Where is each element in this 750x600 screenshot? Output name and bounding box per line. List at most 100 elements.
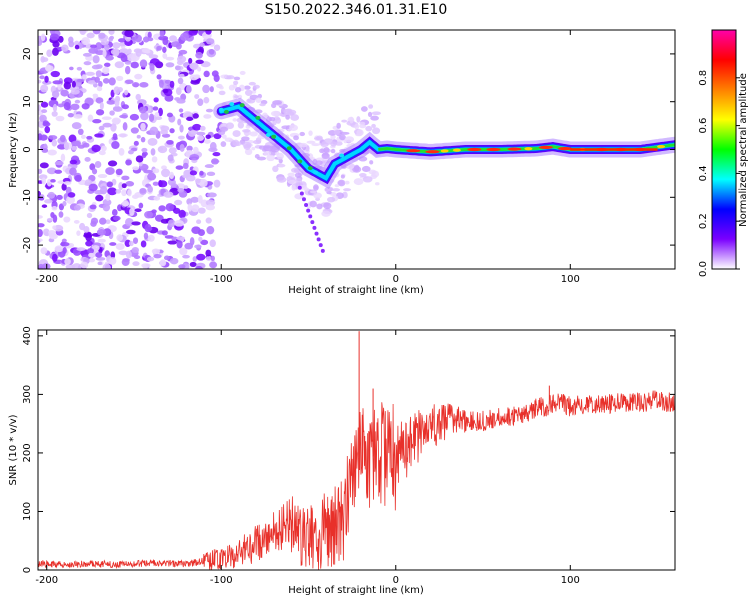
spectrogram-noise-cell	[92, 119, 102, 124]
spectrogram-halo-cell	[281, 125, 291, 130]
spectrogram-noise-cell	[198, 178, 208, 188]
spectrogram-noise-cell	[83, 61, 92, 66]
spectrogram-noise-cell	[141, 153, 147, 159]
spectrogram-noise-cell	[63, 181, 72, 186]
spectrogram-halo-cell	[339, 131, 350, 135]
spectrogram-noise-cell	[189, 153, 200, 161]
spectrogram-halo-cell	[340, 174, 345, 179]
spectrogram-noise-cell	[59, 134, 66, 143]
spectrogram-noise-cell	[70, 103, 80, 111]
snr-y-ticks: 0 100 200 300 400	[22, 326, 675, 573]
spectrogram-noise-cell	[149, 63, 155, 71]
spectrogram-noise-cell	[109, 110, 115, 116]
spectrogram-noise-cell	[38, 223, 45, 228]
snr-x-tick-label: 100	[561, 575, 580, 586]
spectrogram-noise-cell	[169, 257, 179, 265]
spectrogram-noise-cell	[57, 35, 64, 43]
spectrogram-noise-cell	[152, 181, 159, 186]
spectrogram-noise-cell	[140, 136, 146, 143]
spectrogram-noise-cell	[110, 251, 116, 260]
spectrogram-noise-cell	[41, 57, 49, 63]
spectrogram-noise-cell	[177, 135, 185, 140]
spectrogram-noise-cell	[175, 165, 184, 170]
spectrogram-noise-cell	[205, 217, 212, 224]
spectrogram-noise-cell	[175, 42, 182, 50]
colorbar-tick-label: 0.2	[698, 213, 709, 229]
spectrogram-noise-cell	[90, 44, 97, 49]
spectrogram-halo-cell	[255, 97, 262, 103]
ridge-hot-spot	[406, 149, 421, 153]
spectrogram-noise-cell	[213, 179, 221, 188]
spectrogram-noise-cell	[131, 81, 140, 88]
spectrogram-noise-cell	[124, 79, 134, 85]
spectrogram-noise-cell	[121, 175, 130, 181]
snr-y-tick-label: 300	[22, 385, 33, 404]
ridge-tail-cell	[306, 208, 311, 213]
spectrogram-noise-cell	[169, 35, 177, 42]
spectrogram-noise-cell	[177, 118, 182, 126]
spectrogram-halo-cell	[316, 203, 323, 210]
spectrogram-halo-cell	[233, 76, 241, 81]
spectrogram-halo-cell	[313, 184, 319, 191]
snr-x-tick-label: -200	[35, 575, 58, 586]
spectrogram-noise-cell	[94, 133, 104, 138]
spectrogram-noise-cell	[118, 38, 126, 43]
ridge-tail-cell	[316, 237, 321, 242]
spectrogram-halo-cell	[343, 188, 352, 192]
spectrogram-noise-cell	[115, 168, 123, 176]
spectrogram-noise-cell	[167, 219, 176, 228]
spectrogram-noise-cell	[141, 263, 151, 268]
spectrogram-halo-cell	[243, 85, 251, 90]
ridge-tail-cell	[299, 191, 304, 196]
spectrogram-halo-cell	[220, 141, 227, 148]
spectrogram-noise-cell	[94, 76, 100, 83]
spectrogram-noise-cell	[130, 127, 139, 134]
spectrogram-halo-cell	[359, 173, 367, 177]
spectrogram-noise-cell	[48, 233, 57, 237]
spectrogram-halo-cell	[371, 127, 381, 135]
spectrogram-noise-cell	[85, 71, 95, 76]
spectrogram-halo-cell	[242, 141, 252, 149]
spectrogram-halo-cell	[339, 134, 346, 141]
spectrogram-noise-cell	[40, 101, 49, 108]
spectrogram-noise-cell	[140, 240, 147, 248]
spectrogram-noise-cell	[189, 261, 197, 268]
spectrogram-noise-cell	[209, 239, 216, 248]
spectrogram-noise-cell	[122, 122, 128, 131]
spectrogram-halo-cell	[241, 136, 250, 142]
spectrogram-noise-cell	[41, 177, 46, 185]
spectrogram-noise-cell	[124, 239, 131, 247]
spectrogram-halo-cell	[289, 124, 299, 131]
spectrogram-noise-cell	[186, 116, 194, 122]
spectrogram-noise-cell	[182, 162, 189, 170]
spectrogram-noise-cell	[208, 48, 215, 55]
spectrogram-noise-cell	[147, 185, 153, 193]
spectrogram-halo-cell	[371, 111, 381, 116]
spectrogram-noise-cell	[197, 194, 203, 204]
spectrogram-noise-cell	[200, 199, 208, 208]
spectrogram-noise-cell	[157, 146, 164, 152]
spectrogram-halo-cell	[365, 125, 373, 132]
ridge-speckle	[255, 115, 261, 120]
spectrogram-noise-cell	[107, 160, 118, 167]
spectrogram-noise-cell	[61, 183, 67, 191]
spectrogram-noise-cell	[54, 161, 64, 166]
spectrogram-noise-cell	[87, 114, 94, 122]
ridge-speckle	[229, 102, 235, 107]
spectrogram-noise-cell	[46, 49, 53, 58]
colorbar-tick-label: 0.8	[698, 70, 709, 86]
spectrogram-y-tick-label: -20	[22, 237, 33, 253]
spectrogram-halo-cell	[244, 89, 253, 96]
spectrogram-x-label: Height of straight line (km)	[288, 285, 424, 296]
spectrogram-noise-cell	[102, 66, 110, 75]
spectrogram-halo-cell	[278, 158, 283, 164]
spectrogram-halo-cell	[287, 179, 297, 185]
spectrogram-noise-cell	[81, 74, 87, 80]
spectrogram-noise-cell	[129, 113, 140, 121]
spectrogram-noise-cell	[40, 247, 48, 255]
spectrogram-noise-cell	[147, 31, 152, 39]
spectrogram-noise-cell	[152, 106, 159, 111]
spectrogram-noise-cell	[122, 258, 130, 262]
spectrogram-noise-cell	[124, 30, 134, 38]
